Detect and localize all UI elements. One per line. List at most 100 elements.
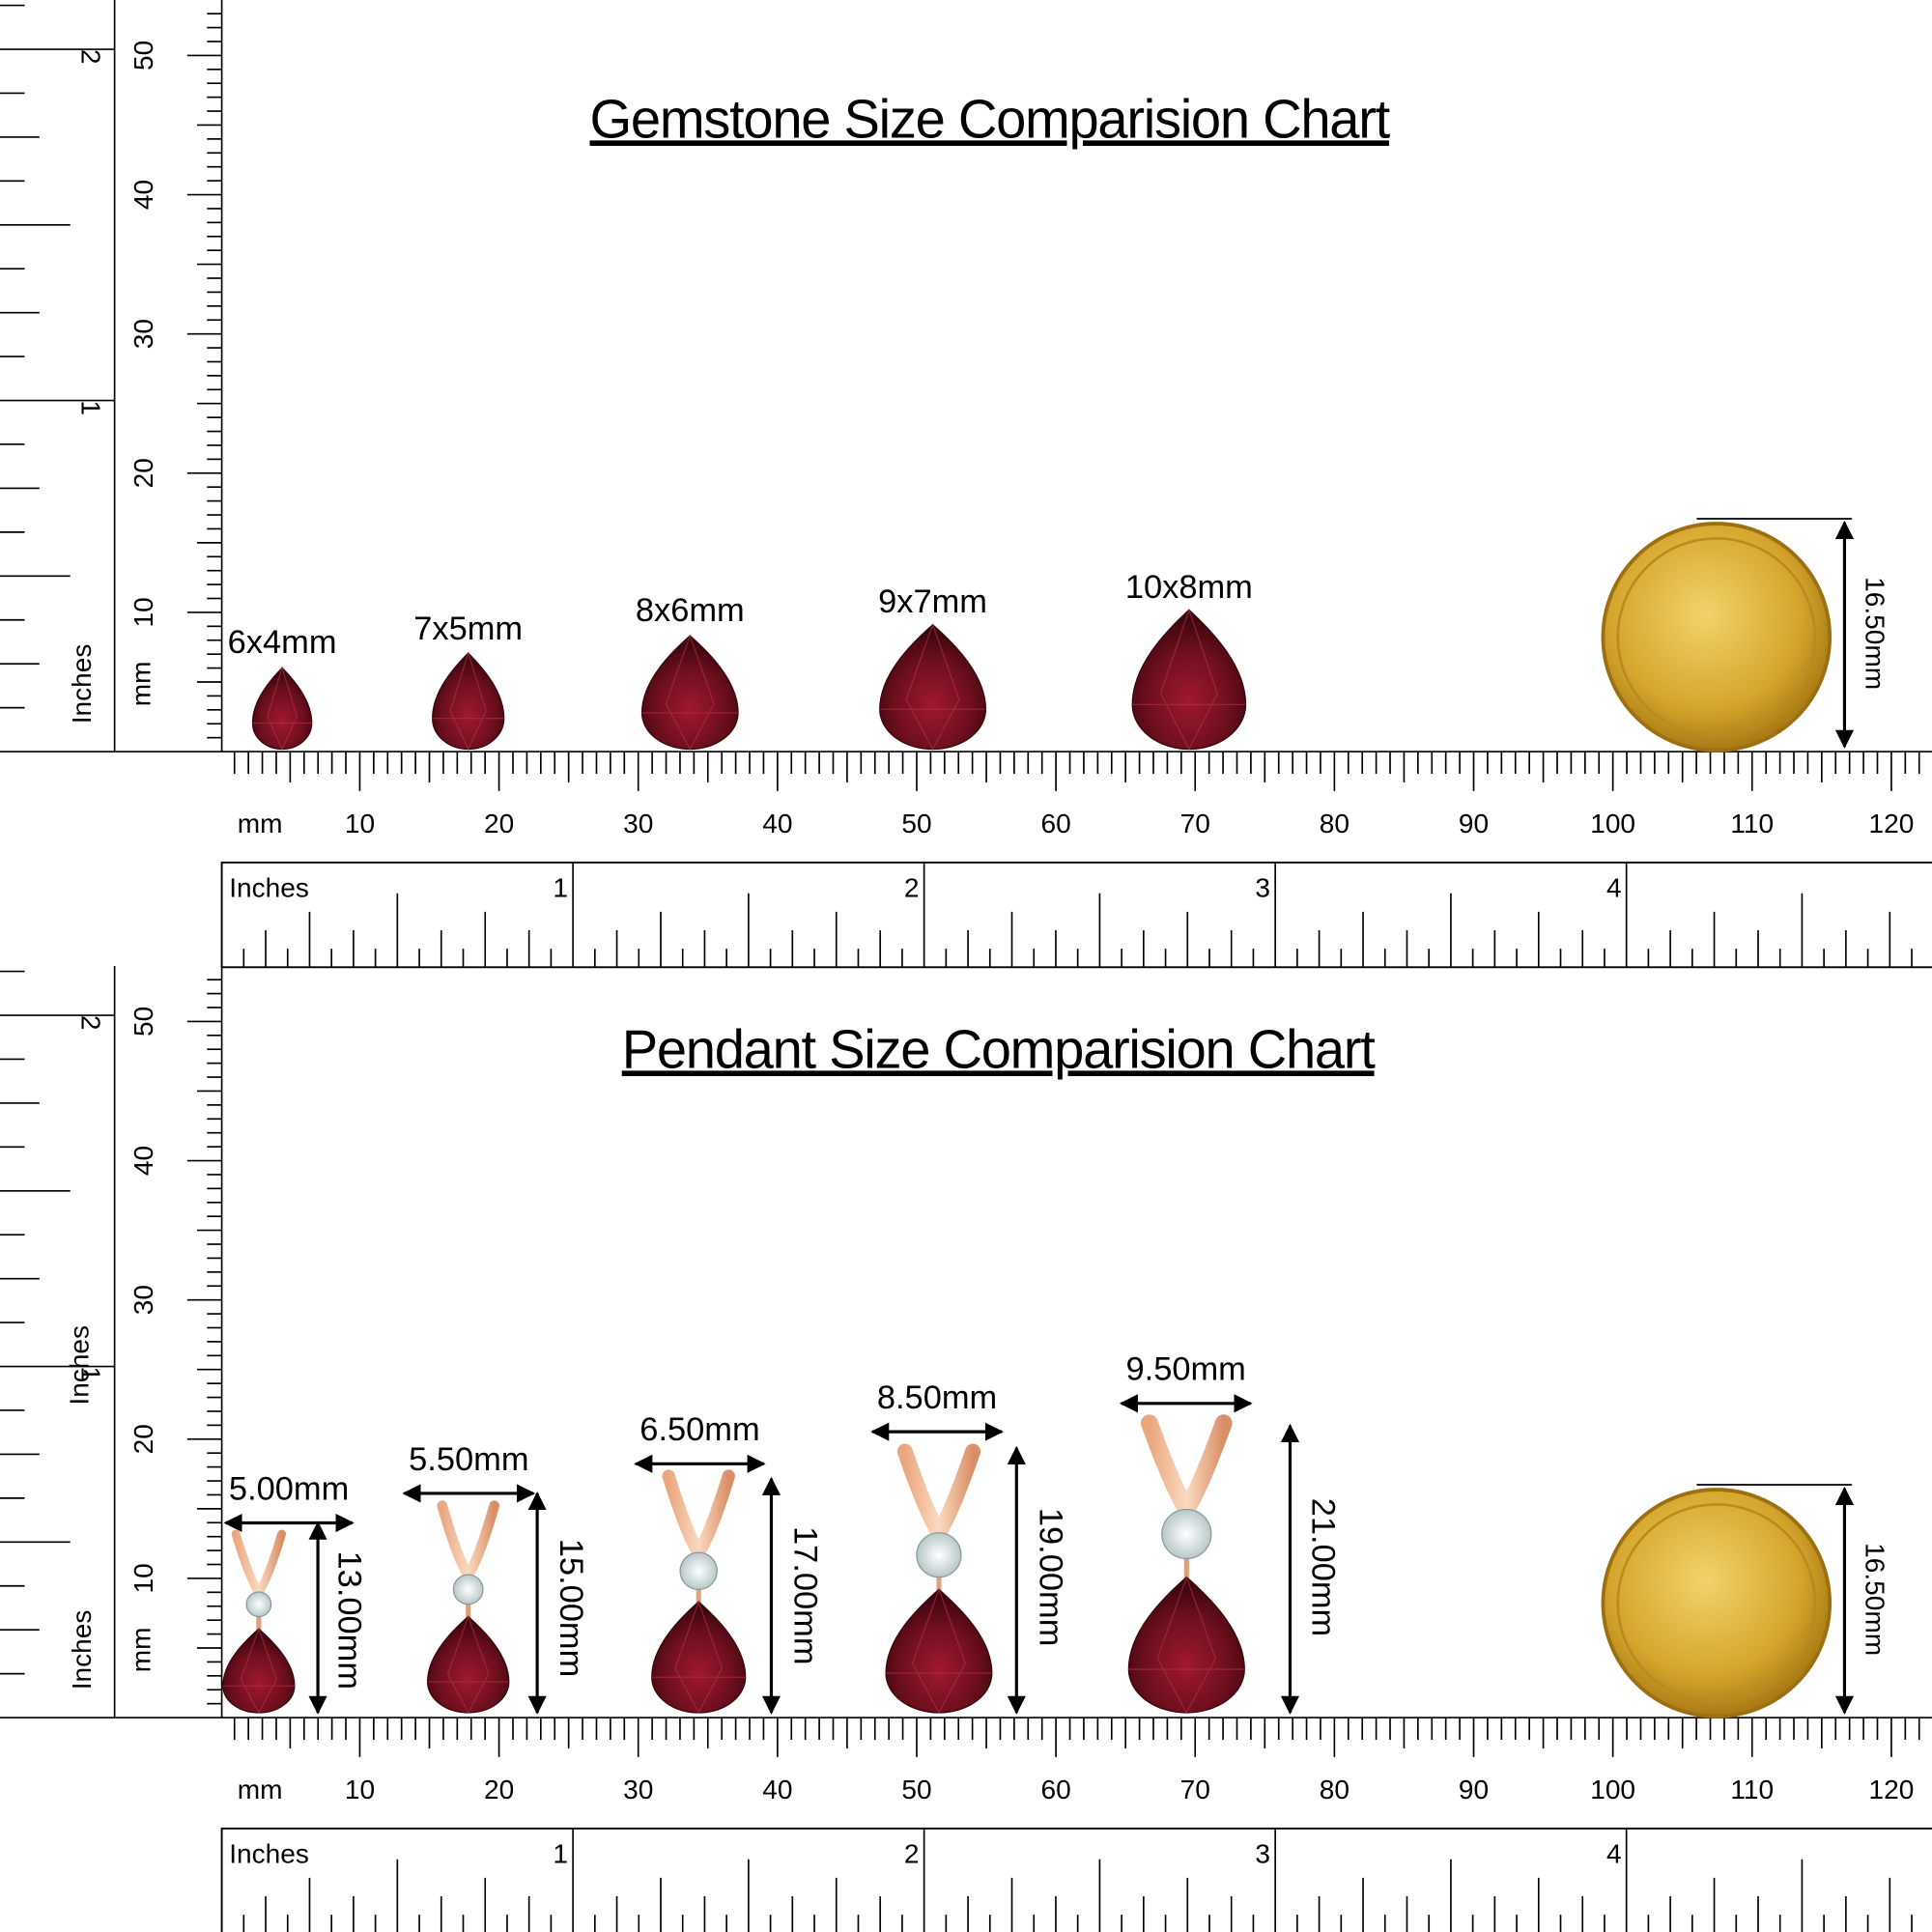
bail	[662, 1469, 735, 1565]
gem-body	[1127, 1576, 1245, 1714]
coin	[1601, 1488, 1833, 1719]
diamond	[916, 1532, 962, 1578]
inch-label: 3	[1255, 872, 1270, 902]
gem-body	[885, 1588, 993, 1714]
mm-unit: mm	[126, 1628, 156, 1673]
mm-label: 100	[1590, 809, 1635, 838]
mm-label: 50	[901, 809, 931, 838]
mm-label: 100	[1590, 1775, 1635, 1804]
height-label: 15.00mm	[553, 1539, 589, 1677]
inch-unit: Inches	[65, 1325, 95, 1406]
gem-facet	[427, 1614, 509, 1715]
gemstone	[251, 666, 313, 752]
mm-label: 30	[128, 1285, 158, 1315]
height-label: 21.00mm	[1304, 1498, 1341, 1636]
height-label: 17.00mm	[787, 1526, 824, 1664]
coin-label: 16.50mm	[1860, 1543, 1889, 1656]
mm-label: 10	[128, 1563, 158, 1593]
mm-label: 90	[1459, 1775, 1489, 1804]
inch-label: 2	[75, 1015, 105, 1031]
mm-label: 40	[762, 1775, 792, 1804]
gemstone	[885, 1587, 993, 1715]
width-label: 8.50mm	[877, 1379, 997, 1416]
diamond	[679, 1551, 718, 1591]
width-label: 6.50mm	[639, 1411, 759, 1448]
gem-facet	[1128, 1575, 1245, 1715]
inch-unit: Inches	[67, 1610, 97, 1690]
inch-label: 4	[1606, 1838, 1622, 1868]
gem-facet	[886, 1587, 992, 1715]
pendant-title: Pendant Size Comparision Chart	[622, 1018, 1377, 1079]
gem-body	[1131, 609, 1247, 751]
gem-body	[432, 652, 505, 751]
gem-body	[651, 1601, 747, 1714]
inch-label: 1	[553, 1838, 568, 1868]
inch-unit: Inches	[229, 872, 309, 902]
inch-label: 4	[1606, 872, 1622, 902]
coin-label: 16.50mm	[1860, 577, 1889, 690]
gemstone	[640, 634, 739, 751]
bail	[1141, 1414, 1233, 1526]
mm-label: 70	[1180, 809, 1210, 838]
mm-label: 20	[484, 809, 514, 838]
inch-ruler	[220, 1827, 1932, 1932]
diamond	[245, 1591, 272, 1618]
mm-label: 40	[128, 1146, 158, 1176]
mm-label: 120	[1869, 809, 1915, 838]
mm-label: 10	[128, 597, 158, 627]
mm-label: 30	[128, 319, 158, 349]
mm-label: 30	[623, 1775, 653, 1804]
mm-label: 20	[128, 458, 158, 488]
inch-unit: Inches	[229, 1838, 309, 1868]
gem-label: 6x4mm	[228, 624, 337, 661]
bail	[231, 1529, 286, 1600]
gemstone	[879, 622, 987, 751]
inch-label: 3	[1255, 1838, 1270, 1868]
mm-label: 110	[1730, 809, 1774, 838]
mm-label: 40	[128, 180, 158, 210]
gem-body	[640, 635, 739, 751]
gemstone-title: Gemstone Size Comparision Chart	[590, 88, 1391, 149]
gem-label: 10x8mm	[1125, 569, 1253, 606]
coin-rim	[1616, 537, 1817, 737]
mm-label: 20	[484, 1775, 514, 1804]
mm-unit: mm	[238, 1775, 283, 1804]
mm-label: 30	[623, 809, 653, 838]
mm-label: 110	[1730, 1775, 1774, 1804]
gemstone	[1131, 608, 1247, 751]
gem-facet	[252, 666, 312, 752]
mm-label: 50	[128, 41, 158, 71]
gem-label: 9x7mm	[878, 583, 987, 620]
gem-body	[426, 1615, 510, 1714]
mm-label: 10	[345, 1775, 375, 1804]
width-label: 9.50mm	[1126, 1351, 1246, 1388]
bail	[896, 1443, 981, 1548]
coin	[1601, 522, 1833, 753]
coin-rim	[1616, 1503, 1817, 1703]
gem-facet	[1132, 608, 1246, 751]
gem-facet	[432, 650, 504, 752]
mm-label: 80	[1320, 1775, 1350, 1804]
diamond	[1161, 1508, 1212, 1560]
gem-body	[879, 623, 987, 751]
inch-label: 1	[75, 400, 105, 415]
gem-facet	[879, 622, 986, 751]
mm-label: 10	[345, 809, 375, 838]
gem-facet	[651, 1600, 746, 1715]
height-label: 13.00mm	[331, 1551, 368, 1690]
gemstone	[432, 650, 505, 752]
inch-label: 1	[75, 1366, 105, 1381]
inch-label: 2	[904, 872, 920, 902]
width-label: 5.50mm	[409, 1441, 528, 1478]
mm-label: 20	[128, 1424, 158, 1454]
inch-label: 1	[553, 872, 568, 902]
gem-facet	[641, 634, 739, 751]
bail	[437, 1500, 499, 1584]
inch-label: 2	[904, 1838, 920, 1868]
gemstone	[1127, 1575, 1245, 1715]
mm-label: 40	[762, 809, 792, 838]
mm-unit: mm	[238, 809, 283, 838]
mm-label: 50	[901, 1775, 931, 1804]
